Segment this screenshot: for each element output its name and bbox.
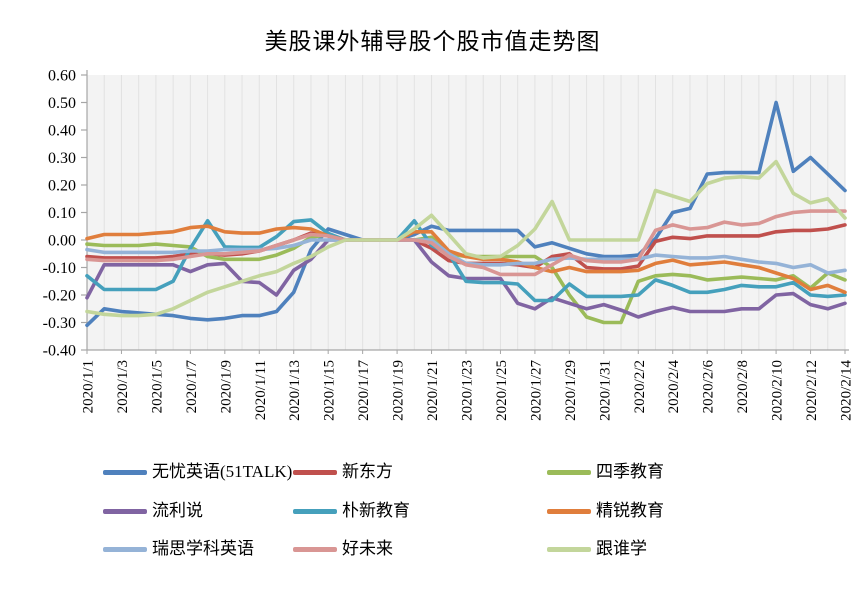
chart-svg: 0.60 0.50 0.40 0.30 0.20 0.10 0.00 -0.10 -0.20 -0… [43,68,855,421]
x-tick-label: 2020/2/8 [735,360,751,413]
x-tick-label: 2020/1/23 [460,360,476,421]
y-tick-label: 0.10 [48,205,76,222]
y-axis: 0.60 0.50 0.40 0.30 0.20 0.10 0.00 -0.10 -0.20 -0… [43,68,88,360]
series-lines [85,100,847,328]
legend-label: 无忧英语(51TALK) [152,462,293,481]
legend-label: 精锐教育 [596,501,664,520]
y-tick-label: 0.40 [48,123,76,140]
y-tick-label: -0.20 [43,288,76,305]
series-line-5 [85,224,847,295]
legend-label: 新东方 [342,462,393,481]
legend-item: 朴新教育 [293,501,410,521]
legend-label: 跟谁学 [596,539,647,558]
series-line-7 [85,209,847,277]
legend-label: 好未来 [342,539,393,558]
x-tick-label: 2020/1/11 [253,360,269,420]
legend-item: 精锐教育 [547,501,664,521]
legend-swatch [293,546,337,552]
x-tick-label: 2020/1/3 [115,360,131,413]
x-tick-label: 2020/1/13 [287,360,303,421]
legend-label: 四季教育 [596,462,664,481]
legend-swatch [547,508,591,514]
y-tick-label: -0.30 [43,315,76,332]
x-tick-label: 2020/2/10 [770,360,786,421]
x-tick-label: 2020/1/17 [356,360,372,421]
chart-title: 美股课外辅导股个股市值走势图 [264,29,601,54]
x-tick-label: 2020/2/6 [701,360,717,414]
x-tick-label: 2020/2/2 [632,360,648,413]
y-tick-label: -0.40 [43,343,76,360]
legend-swatch [103,469,147,475]
legend-swatch [103,546,147,552]
legend-swatch [293,508,337,514]
legend-item: 流利说 [103,501,203,521]
x-tick-label: 2020/1/1 [81,360,97,413]
legend-swatch [103,508,147,514]
x-tick-label: 2020/1/25 [494,360,510,421]
series-line-8 [85,159,847,318]
y-tick-label: 0.60 [48,68,76,85]
legend-item: 四季教育 [547,462,664,482]
legend-label: 流利说 [152,501,203,520]
y-tick-label: 0.20 [48,178,76,195]
x-tick-label: 2020/1/31 [597,360,613,421]
x-tick-label: 2020/2/12 [804,360,820,421]
y-tick-label: -0.10 [43,260,76,277]
x-tick-label: 2020/1/7 [184,360,200,414]
x-tick-label: 2020/2/14 [839,360,855,421]
legend-label: 瑞思学科英语 [152,539,254,558]
series-line-0 [85,100,847,328]
x-tick-label: 2020/2/4 [666,360,682,414]
x-axis: 2020/1/1 2020/1/3 2020/1/5 2020/1/7 2020/1/9… [81,349,855,421]
legend-swatch [293,469,337,475]
y-tick-label: 0.00 [48,233,76,250]
x-tick-label: 2020/1/15 [322,360,338,421]
legend-label: 朴新教育 [342,501,410,520]
chart: 0.60 0.50 0.40 0.30 0.20 0.10 0.00 -0.10 -0.20 -0… [43,68,855,421]
legend-item: 瑞思学科英语 [103,539,254,559]
legend-item: 好未来 [293,539,393,559]
legend-swatch [547,546,591,552]
x-tick-label: 2020/1/5 [149,360,165,413]
legend-item: 跟谁学 [547,539,647,559]
vertical-gridlines [103,75,846,350]
x-tick-label: 2020/1/29 [563,360,579,421]
x-tick-label: 2020/1/19 [391,360,407,421]
y-tick-label: 0.30 [48,150,76,167]
x-tick-label: 2020/1/21 [425,360,441,421]
legend-item: 无忧英语(51TALK) [103,462,292,482]
legend-swatch [547,469,591,475]
x-tick-label: 2020/1/9 [218,360,234,413]
legend-item: 新东方 [293,462,393,482]
x-tick-label: 2020/1/27 [528,360,544,421]
y-tick-label: 0.50 [48,95,76,112]
